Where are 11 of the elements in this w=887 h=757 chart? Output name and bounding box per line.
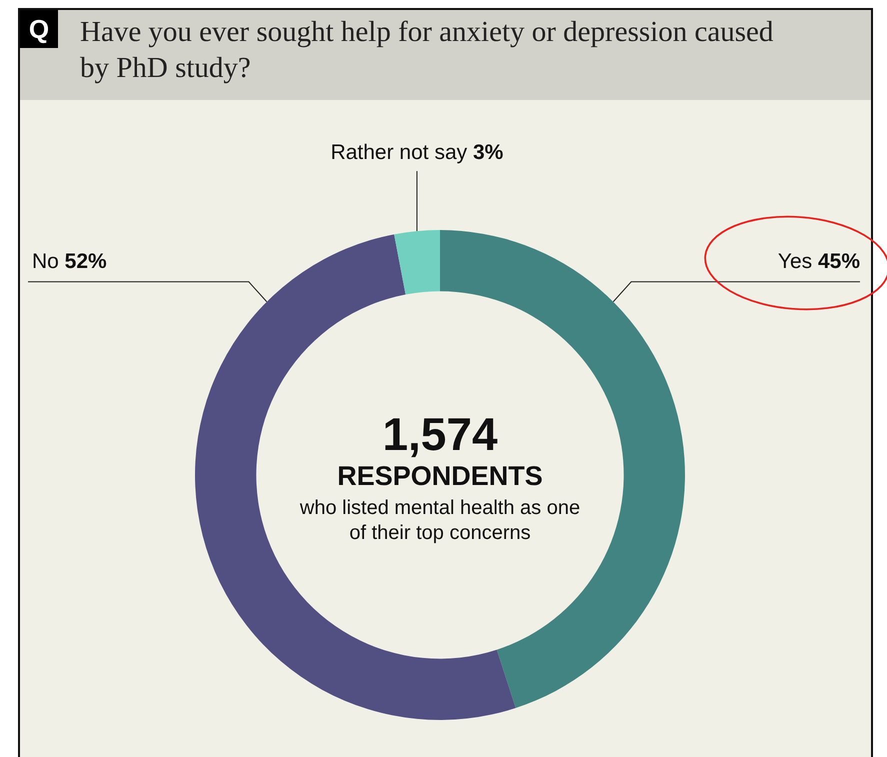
data-label: 3% xyxy=(472,141,504,164)
slice-label: No xyxy=(32,250,65,273)
text: 1,574 xyxy=(381,408,499,460)
text: RESPONDENTS xyxy=(336,460,544,492)
slice-label: Rather not say xyxy=(330,141,473,164)
data-label: 45% xyxy=(818,250,860,273)
text: Q xyxy=(20,10,58,48)
slice-label: Yes xyxy=(778,250,818,273)
data-label: 52% xyxy=(64,250,108,273)
chart-title: Have you ever sought help for anxiety or depression caused by PhD study? xyxy=(80,15,774,86)
text: who listed mental health as one of their top concerns xyxy=(298,496,582,546)
